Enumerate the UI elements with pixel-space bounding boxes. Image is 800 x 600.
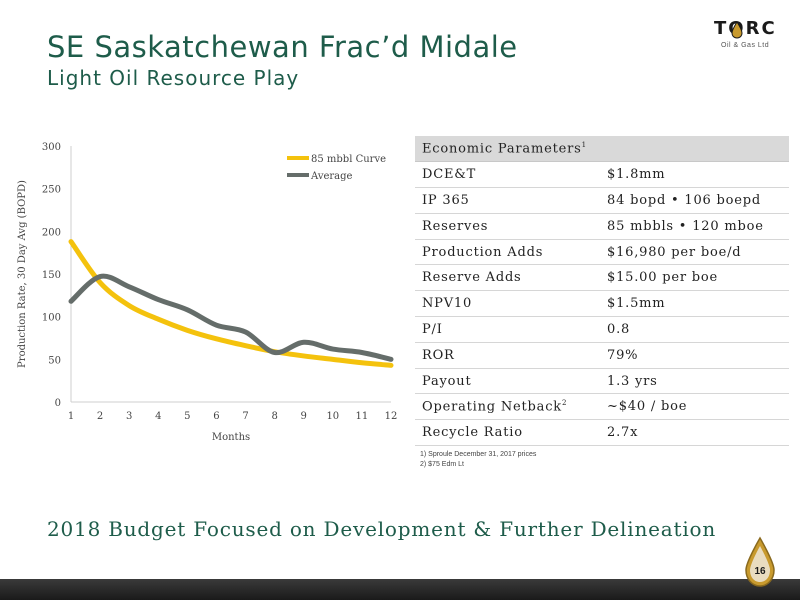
table-row: NPV10 $1.5mm — [415, 290, 789, 318]
parameter-label: Production Adds — [415, 239, 600, 266]
parameter-value: $15.00 per boe — [600, 264, 789, 292]
footnote-2: 2) $75 Edm Lt — [420, 461, 464, 468]
series-line-1 — [68, 273, 394, 362]
parameter-label: DCE&T — [415, 161, 600, 189]
page-drop-icon — [745, 536, 775, 587]
table-header-row: Economic Parameters1 — [415, 136, 789, 163]
slide-title: SE Saskatchewan Frac’d Midale — [47, 30, 518, 64]
series-line-0 — [68, 239, 394, 368]
y-tick-label: 200 — [42, 227, 61, 238]
logo-wordmark: TORC — [714, 18, 777, 39]
parameter-label: Reserve Adds — [415, 264, 600, 292]
x-tick-label: 10 — [326, 411, 339, 422]
y-axis-label: Production Rate, 30 Day Avg (BOPD) — [17, 180, 28, 368]
parameter-label-text: P/I — [422, 321, 443, 337]
parameter-label: Recycle Ratio — [415, 419, 600, 447]
footnote-1: 1) Sproule December 31, 2017 prices — [420, 451, 537, 458]
x-tick-label: 7 — [242, 411, 248, 422]
x-tick-label: 5 — [184, 411, 190, 422]
parameter-label-text: IP 365 — [422, 192, 470, 208]
company-logo: TORC Oil & Gas Ltd — [700, 16, 790, 62]
footer-bar — [0, 579, 800, 600]
table-row: IP 365 84 bopd • 106 boepd — [415, 187, 789, 214]
parameter-value: 79% — [600, 342, 789, 369]
y-tick-label: 250 — [42, 185, 61, 196]
x-tick-label: 8 — [271, 411, 277, 422]
parameter-label: NPV10 — [415, 290, 600, 318]
oil-drop-icon — [731, 21, 743, 39]
parameter-value: $16,980 per boe/d — [600, 239, 789, 266]
parameter-footnote-ref: 2 — [561, 399, 568, 408]
budget-banner: 2018 Budget Focused on Development & Fur… — [47, 517, 717, 541]
parameter-value: $1.5mm — [600, 290, 789, 318]
parameter-value: ~$40 / boe — [600, 393, 789, 421]
parameter-label-text: NPV10 — [422, 296, 473, 312]
parameter-value: 84 bopd • 106 boepd — [600, 187, 789, 214]
parameter-label-text: Payout — [422, 373, 472, 389]
economic-parameters-table: Economic Parameters1 DCE&T $1.8mm IP 365 84… — [415, 136, 789, 447]
parameter-label: Operating Netback2 — [415, 393, 600, 421]
y-tick-label: 50 — [48, 355, 61, 366]
parameter-label-text: Reserve Adds — [422, 270, 522, 286]
table-row: DCE&T $1.8mm — [415, 161, 789, 189]
parameter-label-text: DCE&T — [422, 167, 477, 183]
y-tick-label: 0 — [55, 398, 61, 409]
parameter-value: 0.8 — [600, 316, 789, 343]
parameter-label-text: ROR — [422, 347, 455, 363]
table-row: Recycle Ratio 2.7x — [415, 419, 789, 447]
table-row: P/I 0.8 — [415, 316, 789, 343]
x-tick-label: 3 — [126, 411, 132, 422]
table-row: Reserves 85 mbbls • 120 mboe — [415, 213, 789, 240]
table-row: Production Adds $16,980 per boe/d — [415, 239, 789, 266]
parameter-label: Reserves — [415, 213, 600, 240]
page-number: 16 — [754, 566, 766, 577]
table-header-footnote-ref: 1 — [581, 140, 587, 149]
parameter-label: P/I — [415, 316, 600, 343]
y-tick-label: 100 — [42, 313, 61, 324]
table-row: Reserve Adds $15.00 per boe — [415, 264, 789, 292]
x-tick-label: 9 — [301, 411, 307, 422]
y-tick-label: 300 — [42, 142, 61, 153]
parameter-value: $1.8mm — [600, 161, 789, 189]
x-tick-label: 12 — [385, 411, 398, 422]
parameter-label: IP 365 — [415, 187, 600, 214]
legend-label-0: 85 mbbl Curve — [311, 154, 386, 165]
table-row: ROR 79% — [415, 342, 789, 369]
table-row: Operating Netback2 ~$40 / boe — [415, 393, 789, 421]
y-tick-label: 150 — [42, 270, 61, 281]
parameter-label: Payout — [415, 368, 600, 395]
footnotes: 1) Sproule December 31, 2017 prices 2) $… — [420, 450, 536, 470]
parameter-value: 1.3 yrs — [600, 368, 789, 395]
parameter-label-text: Production Adds — [422, 244, 544, 260]
parameter-label-text: Operating Netback — [422, 399, 562, 415]
parameter-label-text: Recycle Ratio — [422, 425, 523, 441]
table-header-text: Economic Parameters — [422, 141, 582, 157]
x-tick-label: 2 — [97, 411, 103, 422]
x-tick-label: 4 — [155, 411, 161, 422]
parameter-value: 2.7x — [600, 419, 789, 447]
x-axis-label: Months — [212, 432, 250, 443]
slide-subtitle: Light Oil Resource Play — [47, 66, 300, 90]
x-tick-label: 6 — [213, 411, 219, 422]
x-tick-label: 11 — [356, 411, 369, 422]
table-header-cell: Economic Parameters1 — [415, 136, 789, 163]
parameter-label-text: Reserves — [422, 218, 489, 234]
parameter-label: ROR — [415, 342, 600, 369]
parameter-value: 85 mbbls • 120 mboe — [600, 213, 789, 240]
logo-subtext: Oil & Gas Ltd — [721, 42, 770, 49]
x-tick-label: 1 — [68, 411, 74, 422]
table-row: Payout 1.3 yrs — [415, 368, 789, 395]
legend-label-1: Average — [310, 171, 353, 182]
